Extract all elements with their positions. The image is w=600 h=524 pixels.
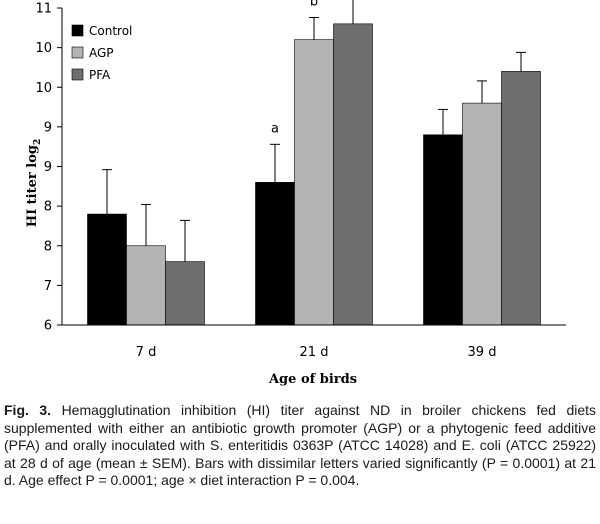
- x-category-label: 21 d: [300, 345, 329, 360]
- significance-letter: b: [310, 0, 318, 10]
- y-tick-label: 11: [35, 2, 52, 17]
- bar-control-2: [423, 134, 463, 326]
- legend: Control AGP PFA: [71, 24, 132, 82]
- bars: [87, 23, 541, 326]
- x-axis-title: Age of birds: [268, 372, 357, 387]
- bar-agp-2: [462, 102, 502, 326]
- bar-pfa-1: [333, 23, 373, 326]
- legend-label-pfa: PFA: [89, 68, 111, 82]
- bar-pfa-0: [165, 261, 205, 326]
- bar-control-0: [87, 213, 127, 326]
- bar-agp-1: [294, 39, 334, 326]
- error-bars: [102, 0, 526, 262]
- figure-caption: Fig. 3. Hemagglutination inhibition (HI)…: [4, 402, 596, 490]
- y-tick-label: 9: [44, 160, 52, 175]
- significance-letters: abb: [271, 0, 318, 136]
- caption-text: Hemagglutination inhibition (HI) titer a…: [4, 402, 597, 488]
- y-tick-label: 10: [35, 81, 52, 96]
- legend-label-agp: AGP: [89, 46, 114, 60]
- y-axis-title: HI titer log2: [25, 139, 43, 227]
- y-tick-label: 6: [44, 319, 52, 334]
- bar-control-1: [255, 182, 295, 326]
- significance-letter: a: [271, 121, 279, 136]
- x-category-label: 39 d: [468, 345, 497, 360]
- legend-swatch-agp: [71, 46, 84, 59]
- y-axis-ticks: 6 7 8 8 9 9 10 10 11: [35, 2, 62, 334]
- y-tick-label: 9: [44, 120, 52, 135]
- x-category-label: 7 d: [136, 345, 157, 360]
- bar-agp-0: [126, 245, 166, 326]
- y-tick-label: 8: [44, 200, 52, 215]
- y-tick-label: 7: [44, 279, 52, 294]
- legend-swatch-control: [71, 24, 84, 37]
- bar-pfa-2: [501, 71, 541, 326]
- y-tick-label: 10: [35, 41, 52, 56]
- legend-label-control: Control: [89, 24, 132, 38]
- figure-label: Fig. 3.: [4, 402, 52, 418]
- x-axis-categories: 7 d 21 d 39 d: [136, 345, 497, 360]
- y-tick-label: 8: [44, 239, 52, 254]
- legend-swatch-pfa: [71, 68, 84, 81]
